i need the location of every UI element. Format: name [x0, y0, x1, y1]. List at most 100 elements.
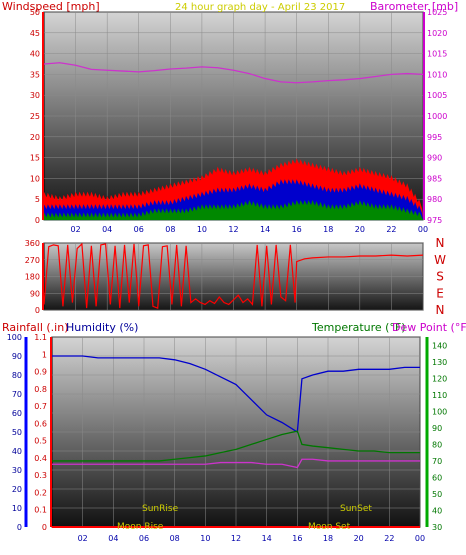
barometer-tick-label: 1005 — [427, 91, 447, 100]
rainfall-tick-label: 0.3 — [34, 471, 47, 480]
compass-label: N — [436, 303, 445, 317]
barometer-axis-label: Barometer [mb] — [370, 0, 458, 13]
wind-tick-label: 10 — [30, 174, 40, 183]
wind-series — [43, 62, 424, 221]
wind-axis-label: Windspeed [mph] — [2, 0, 100, 13]
climate-panel: 0 0.1 0.2 0.3 0.4 0.5 0.6 0.7 0.8 0.9 1 1.1 0 10 20 30… — [2, 321, 466, 543]
rainfall-tick-label: 0.8 — [34, 385, 47, 394]
humidity-tick-label: 90 — [12, 352, 22, 361]
temperature-tick-label: 100 — [432, 407, 447, 416]
barometer-tick-label: 995 — [427, 133, 442, 142]
direction-tick-label: 0 — [35, 306, 40, 315]
dewpoint-line — [52, 458, 420, 469]
humidity-axis-label: Humidity (%) — [66, 321, 138, 334]
rainfall-tick-label: 0.2 — [34, 488, 47, 497]
humidity-tick-label: 70 — [12, 390, 22, 399]
wind-x-axis: 02 04 06 08 10 12 14 16 18 20 22 00 — [70, 225, 428, 234]
humidity-axis: 0 10 20 30 40 50 60 70 80 90 100 — [7, 333, 28, 532]
climate-x-tick-label: 22 — [384, 534, 394, 543]
compass-label: W — [434, 253, 446, 267]
wind-x-tick-label: 06 — [134, 225, 144, 234]
barometer-line — [43, 62, 424, 84]
climate-x-tick-label: 04 — [108, 534, 118, 543]
humidity-tick-label: 20 — [12, 485, 22, 494]
temperature-tick-label: 110 — [432, 391, 447, 400]
climate-series — [52, 355, 420, 528]
rainfall-tick-label: 1 — [42, 350, 47, 359]
wind-tick-label: 15 — [30, 154, 40, 163]
barometer-tick-label: 1020 — [427, 29, 447, 38]
wind-tick-label: 20 — [30, 133, 40, 142]
wind-tick-label: 0 — [35, 216, 40, 225]
rainfall-tick-label: 0.7 — [34, 402, 47, 411]
direction-tick-label: 270 — [25, 256, 40, 265]
moonset-annotation: Moon Set — [308, 522, 351, 532]
wind-x-tick-label: 12 — [228, 225, 238, 234]
wind-x-tick-label: 16 — [292, 225, 302, 234]
humidity-tick-label: 10 — [12, 504, 22, 513]
temperature-tick-label: 60 — [432, 473, 442, 482]
rainfall-tick-label: 0.4 — [34, 454, 47, 463]
rainfall-tick-label: 1.1 — [34, 333, 47, 342]
humidity-line — [52, 355, 420, 434]
wind-left-axis: 0 5 10 15 20 25 30 35 40 45 50 — [30, 8, 44, 225]
wind-x-tick-label: 20 — [355, 225, 365, 234]
temperature-tick-label: 140 — [432, 341, 447, 350]
barometer-tick-label: 975 — [427, 216, 442, 225]
climate-x-tick-label: 12 — [231, 534, 241, 543]
climate-x-tick-label: 00 — [415, 534, 425, 543]
climate-x-tick-label: 20 — [354, 534, 364, 543]
barometer-tick-label: 1000 — [427, 112, 447, 121]
humidity-tick-label: 50 — [12, 428, 22, 437]
climate-x-tick-label: 06 — [139, 534, 149, 543]
wind-tick-label: 35 — [30, 70, 40, 79]
wind-tick-label: 40 — [30, 50, 40, 59]
temperature-tick-label: 70 — [432, 457, 442, 466]
wind-tick-label: 5 — [35, 195, 40, 204]
rainfall-tick-label: 0.9 — [34, 368, 47, 377]
wind-x-tick-label: 14 — [260, 225, 270, 234]
dewpoint-axis-label: Dew Point (°F) — [392, 321, 466, 334]
barometer-tick-label: 980 — [427, 195, 442, 204]
wind-x-tick-label: 08 — [165, 225, 175, 234]
rainfall-axis-label: Rainfall (.in) — [2, 321, 69, 334]
climate-x-axis: 02 04 06 08 10 12 14 16 18 20 22 00 — [78, 534, 426, 543]
temperature-tick-label: 40 — [432, 506, 442, 515]
direction-series — [43, 242, 424, 309]
temperature-line — [52, 430, 420, 462]
barometer-tick-label: 1010 — [427, 70, 447, 79]
barometer-tick-label: 1025 — [427, 8, 447, 17]
temperature-tick-label: 30 — [432, 523, 442, 532]
climate-x-tick-label: 16 — [292, 534, 302, 543]
climate-x-tick-label: 10 — [200, 534, 210, 543]
humidity-tick-label: 0 — [17, 523, 22, 532]
rainfall-tick-label: 0.1 — [34, 506, 47, 515]
compass-label: E — [436, 286, 444, 300]
humidity-tick-label: 60 — [12, 409, 22, 418]
humidity-tick-label: 80 — [12, 371, 22, 380]
temperature-tick-label: 50 — [432, 490, 442, 499]
compass-label: N — [436, 236, 445, 250]
wind-tick-label: 45 — [30, 29, 40, 38]
wind-x-tick-label: 02 — [70, 225, 80, 234]
humidity-tick-label: 100 — [7, 333, 22, 342]
temperature-axis: 30 40 50 60 70 80 90 100 110 120 130 140 — [425, 337, 447, 532]
rainfall-axis: 0 0.1 0.2 0.3 0.4 0.5 0.6 0.7 0.8 0.9 1 1.1 — [34, 333, 52, 532]
direction-tick-label: 180 — [25, 273, 40, 282]
barometer-right-axis: 975 980 985 990 995 1000 1005 1010 1015 1020 1025 — [423, 8, 447, 225]
wind-x-tick-label: 10 — [197, 225, 207, 234]
climate-x-tick-label: 02 — [78, 534, 88, 543]
sunrise-annotation: SunRise — [142, 504, 179, 514]
direction-left-axis: 0 90 180 270 360 — [25, 239, 44, 315]
rainfall-tick-label: 0.5 — [34, 437, 47, 446]
barometer-tick-label: 990 — [427, 154, 442, 163]
wind-tick-label: 50 — [30, 8, 40, 17]
direction-line — [43, 242, 424, 309]
barometer-tick-label: 1015 — [427, 50, 447, 59]
direction-tick-label: 360 — [25, 239, 40, 248]
climate-x-tick-label: 14 — [262, 534, 272, 543]
compass-label: S — [436, 270, 444, 284]
